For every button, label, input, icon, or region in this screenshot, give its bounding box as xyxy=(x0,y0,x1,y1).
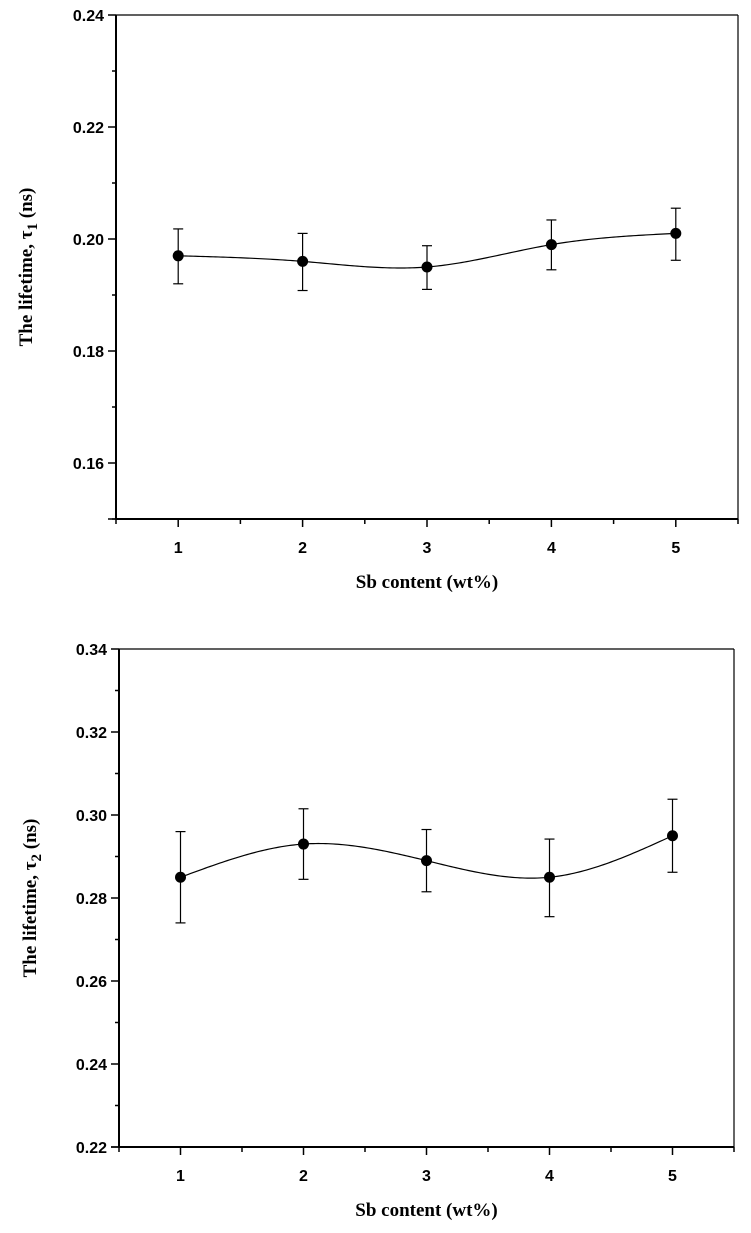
x-axis-title: Sb content (wt%) xyxy=(356,572,499,593)
y-axis-title-main: The lifetime, τ xyxy=(16,230,37,346)
data-point xyxy=(670,227,682,239)
y-axis-title-unit: (ns) xyxy=(20,819,41,854)
chart-tau2: 0.22 0.24 0.26 0.28 0.30 0.32 0.34 1 2 3 4 5 Sb cont… xyxy=(20,642,735,1221)
y-axis-title: The lifetime, τ2 (ns) xyxy=(20,819,45,978)
x-tick-label: 4 xyxy=(547,540,556,557)
y-tick-label: 0.34 xyxy=(76,642,107,659)
y-tick-label: 0.24 xyxy=(76,1057,107,1074)
data-point xyxy=(298,838,309,850)
y-tick-label: 0.20 xyxy=(73,232,104,249)
data-point xyxy=(544,871,555,883)
x-tick-label: 3 xyxy=(423,540,432,557)
y-tick-label: 0.18 xyxy=(73,344,104,361)
y-tick-label: 0.30 xyxy=(76,808,107,825)
x-tick-label: 2 xyxy=(298,540,307,557)
y-tick-label: 0.22 xyxy=(73,120,104,137)
data-point xyxy=(545,239,557,251)
y-axis-title-main: The lifetime, τ xyxy=(20,861,41,977)
x-tick-label: 5 xyxy=(668,1168,677,1185)
x-tick-label: 1 xyxy=(174,540,183,557)
data-point xyxy=(297,255,309,267)
y-tick-label: 0.16 xyxy=(73,456,104,473)
data-point xyxy=(172,250,184,262)
x-tick-label: 2 xyxy=(299,1168,308,1185)
y-tick-label: 0.32 xyxy=(76,725,107,742)
x-tick-label: 3 xyxy=(422,1168,431,1185)
y-axis-title: The lifetime, τ1 (ns) xyxy=(16,188,41,347)
x-tick-label: 4 xyxy=(545,1168,554,1185)
data-point xyxy=(667,830,678,842)
y-tick-label: 0.26 xyxy=(76,974,107,991)
data-point xyxy=(421,855,432,867)
y-axis-title-subscript: 2 xyxy=(29,854,45,862)
data-point xyxy=(175,871,186,883)
data-point xyxy=(421,261,433,273)
y-axis-title-unit: (ns) xyxy=(16,188,37,223)
x-tick-label: 5 xyxy=(671,540,680,557)
y-tick-label: 0.22 xyxy=(76,1140,107,1157)
x-tick-label: 1 xyxy=(176,1168,185,1185)
y-tick-label: 0.28 xyxy=(76,891,107,908)
chart-tau1: 0.16 0.18 0.20 0.22 0.24 1 2 3 4 5 Sb content (wt%… xyxy=(16,8,739,593)
y-axis-title-subscript: 1 xyxy=(25,223,41,231)
y-tick-label: 0.24 xyxy=(73,8,104,25)
x-axis-title: Sb content (wt%) xyxy=(355,1200,498,1221)
